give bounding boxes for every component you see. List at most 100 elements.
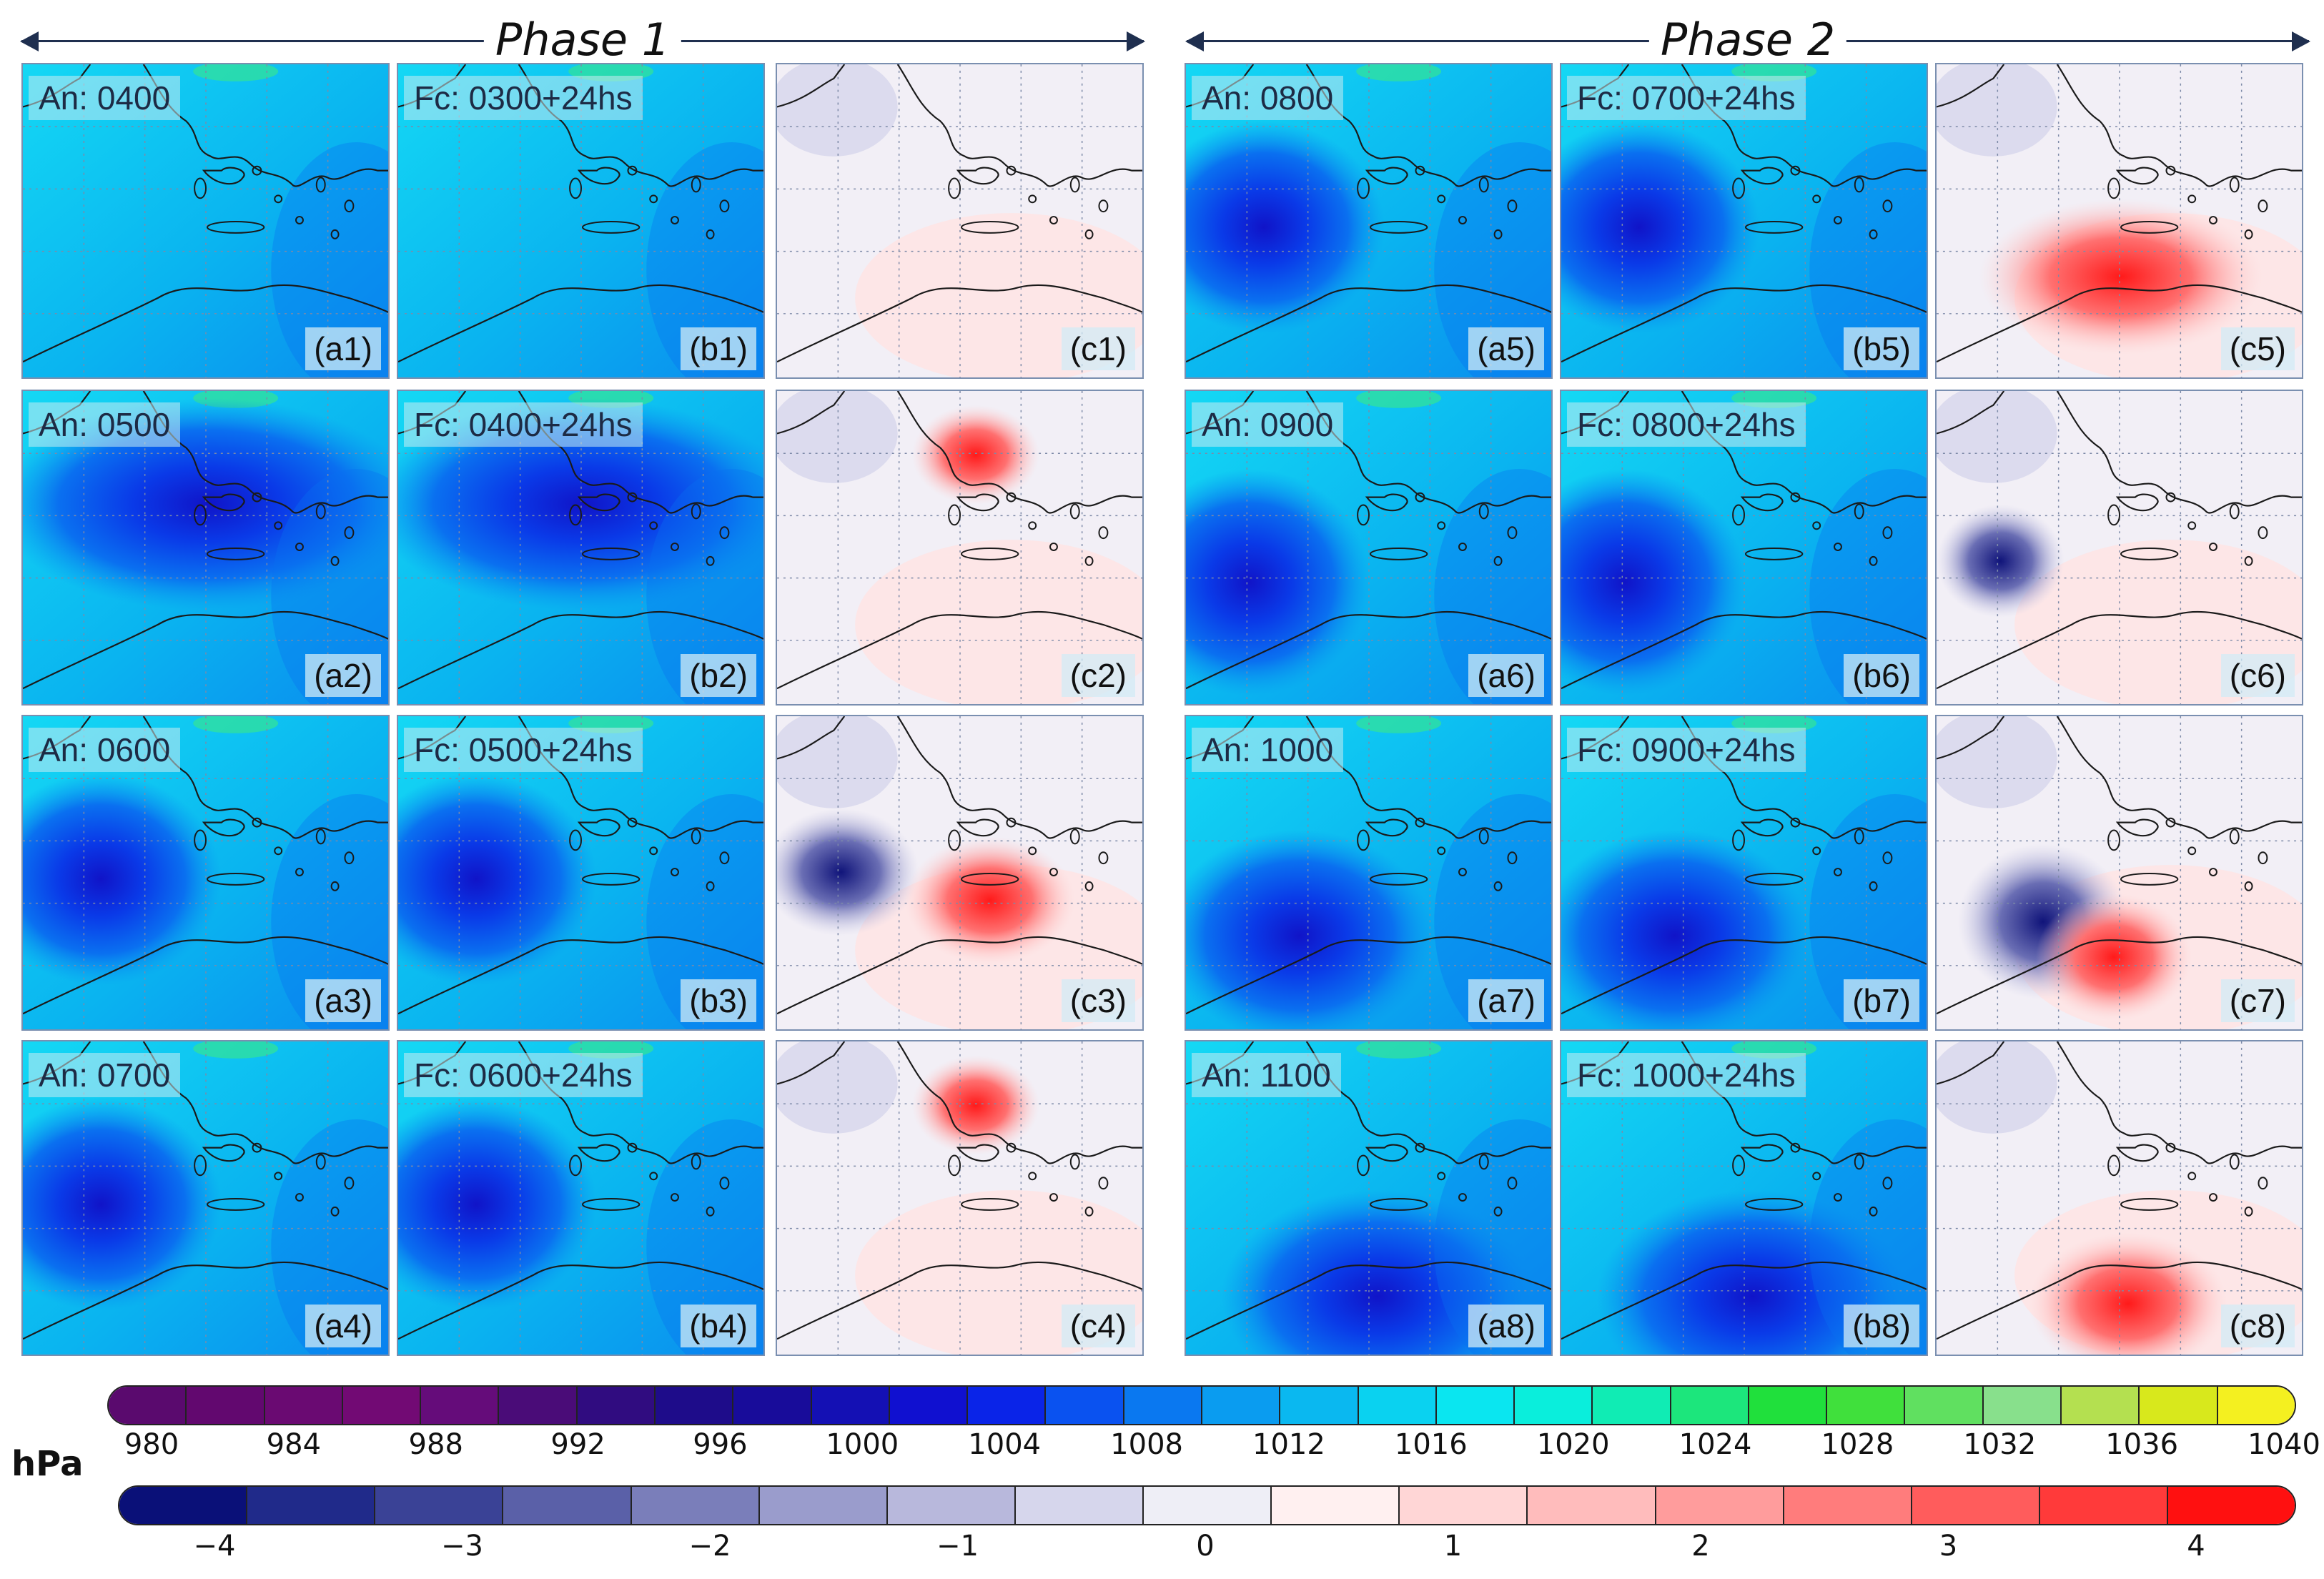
colorbar-segment bbox=[968, 1387, 1047, 1424]
map-panel: An: 1000 (a7) bbox=[1185, 715, 1553, 1031]
colorbar-segment bbox=[1528, 1487, 1656, 1524]
colorbar-tick-label: 1036 bbox=[2105, 1428, 2179, 1461]
colorbar-tick-label: −3 bbox=[441, 1530, 483, 1563]
colorbar-segment bbox=[887, 1487, 1016, 1524]
colorbar-segment bbox=[1912, 1487, 2040, 1524]
map-panel: Fc: 0400+24hs (b2) bbox=[397, 390, 765, 706]
unit-label: hPa bbox=[11, 1444, 84, 1484]
panel-id-label: (b6) bbox=[1844, 654, 1919, 697]
colorbar-tick-label: 1 bbox=[1443, 1530, 1463, 1563]
map-panel: (c7) bbox=[1935, 715, 2303, 1031]
panel-id-label: (c8) bbox=[2220, 1305, 2295, 1347]
colorbar-segment bbox=[1272, 1487, 1400, 1524]
panel-title: An: 1000 bbox=[1192, 728, 1344, 772]
colorbar-tick-label: 2 bbox=[1691, 1530, 1710, 1563]
panel-id-label: (b3) bbox=[681, 979, 756, 1022]
map-panel: An: 0500 (a2) bbox=[21, 390, 390, 706]
panel-title: Fc: 0500+24hs bbox=[404, 728, 643, 772]
map-image bbox=[777, 391, 1142, 704]
colorbar-tick-label: 1000 bbox=[826, 1428, 899, 1461]
panel-id-label: (b5) bbox=[1844, 327, 1919, 370]
colorbar-tick-label: 0 bbox=[1196, 1530, 1215, 1563]
colorbar-segment bbox=[499, 1387, 578, 1424]
colorbar-segment bbox=[1144, 1487, 1272, 1524]
colorbar-segment bbox=[375, 1487, 504, 1524]
map-image bbox=[23, 1041, 388, 1355]
colorbar-segment bbox=[503, 1487, 632, 1524]
panel-id-label: (c5) bbox=[2220, 327, 2295, 370]
phase-1-header: Phase 1 bbox=[20, 11, 1145, 69]
colorbar-segment bbox=[1905, 1387, 1984, 1424]
colorbar-tick-label: 4 bbox=[2187, 1530, 2205, 1563]
colorbar-segment bbox=[733, 1387, 812, 1424]
panel-id-label: (a3) bbox=[305, 979, 381, 1022]
colorbar-segment bbox=[1749, 1387, 1828, 1424]
panel-id-label: (c6) bbox=[2220, 654, 2295, 697]
colorbar-tick-label: 1032 bbox=[1963, 1428, 2037, 1461]
panel-title: An: 0900 bbox=[1192, 402, 1344, 447]
right-arrow-icon bbox=[1127, 31, 1145, 51]
phase-2-header: Phase 2 bbox=[1185, 11, 2310, 69]
map-panel: An: 0800 (a5) bbox=[1185, 63, 1553, 379]
panel-id-label: (c4) bbox=[1061, 1305, 1135, 1347]
colorbar-tick-label: 1012 bbox=[1252, 1428, 1325, 1461]
panel-id-label: (a2) bbox=[305, 654, 381, 697]
colorbar-tick-label: 1004 bbox=[968, 1428, 1042, 1461]
colorbar-tick-label: −1 bbox=[936, 1530, 979, 1563]
colorbar-segment bbox=[1202, 1387, 1281, 1424]
map-panel: Fc: 0700+24hs (b5) bbox=[1560, 63, 1928, 379]
colorbar-tick-label: 1008 bbox=[1110, 1428, 1183, 1461]
left-arrow-icon bbox=[1185, 31, 1204, 51]
difference-colorbar bbox=[118, 1485, 2296, 1525]
colorbar-tick-label: 1020 bbox=[1536, 1428, 1610, 1461]
map-panel: (c3) bbox=[776, 715, 1144, 1031]
colorbar-segment bbox=[1436, 1387, 1515, 1424]
colorbar-segment bbox=[1983, 1387, 2062, 1424]
colorbar-segment bbox=[889, 1387, 969, 1424]
colorbar-tick-label: −4 bbox=[193, 1530, 236, 1563]
colorbar-segment bbox=[1358, 1387, 1437, 1424]
panel-title: Fc: 0900+24hs bbox=[1567, 728, 1806, 772]
panel-id-label: (c1) bbox=[1061, 327, 1135, 370]
map-panel: (c1) bbox=[776, 63, 1144, 379]
colorbar-segment bbox=[1400, 1487, 1528, 1524]
panel-title: An: 0600 bbox=[29, 728, 181, 772]
colorbar-segment bbox=[1593, 1387, 1671, 1424]
map-panel: Fc: 1000+24hs (b8) bbox=[1560, 1040, 1928, 1356]
pressure-colorbar bbox=[107, 1385, 2296, 1425]
panel-id-label: (c7) bbox=[2220, 979, 2295, 1022]
map-panel: (c8) bbox=[1935, 1040, 2303, 1356]
colorbar-segment bbox=[109, 1387, 187, 1424]
colorbar-segment bbox=[2140, 1387, 2218, 1424]
map-image bbox=[777, 1041, 1142, 1355]
panel-title: Fc: 0800+24hs bbox=[1567, 402, 1806, 447]
left-arrow-icon bbox=[20, 31, 39, 51]
colorbar-segment bbox=[577, 1387, 656, 1424]
colorbar-segment bbox=[1784, 1487, 1912, 1524]
panel-id-label: (b1) bbox=[681, 327, 756, 370]
panel-id-label: (a1) bbox=[305, 327, 381, 370]
colorbar-segment bbox=[2062, 1387, 2140, 1424]
panel-id-label: (a5) bbox=[1468, 327, 1544, 370]
colorbar-tick-label: 1024 bbox=[1678, 1428, 1752, 1461]
panel-title: Fc: 0400+24hs bbox=[404, 402, 643, 447]
colorbar-segment bbox=[1515, 1387, 1593, 1424]
colorbar-tick-label: 984 bbox=[266, 1428, 322, 1461]
map-panel: (c2) bbox=[776, 390, 1144, 706]
colorbar-segment bbox=[1124, 1387, 1202, 1424]
map-panel: (c6) bbox=[1935, 390, 2303, 706]
panel-id-label: (a7) bbox=[1468, 979, 1544, 1022]
colorbar-segment bbox=[119, 1487, 248, 1524]
panel-title: Fc: 0300+24hs bbox=[404, 76, 643, 120]
colorbar-tick-label: 988 bbox=[408, 1428, 463, 1461]
colorbar-segment bbox=[1046, 1387, 1124, 1424]
colorbar-tick-label: 996 bbox=[693, 1428, 748, 1461]
colorbar-tick-label: −2 bbox=[688, 1530, 731, 1563]
panel-title: An: 0800 bbox=[1192, 76, 1344, 120]
colorbar-segment bbox=[2217, 1387, 2295, 1424]
map-panel: An: 0700 (a4) bbox=[21, 1040, 390, 1356]
map-panel: An: 1100 (a8) bbox=[1185, 1040, 1553, 1356]
panel-title: An: 1100 bbox=[1192, 1053, 1341, 1097]
colorbar-tick-label: 1040 bbox=[2248, 1428, 2320, 1461]
right-arrow-icon bbox=[2292, 31, 2310, 51]
